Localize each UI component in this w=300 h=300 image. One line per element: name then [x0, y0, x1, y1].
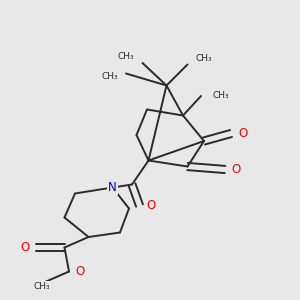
- Text: CH₃: CH₃: [118, 52, 134, 62]
- Text: CH₃: CH₃: [101, 72, 118, 81]
- Text: CH₃: CH₃: [34, 282, 50, 291]
- Text: O: O: [75, 265, 84, 278]
- Text: O: O: [20, 241, 29, 254]
- Text: N: N: [108, 181, 117, 194]
- Text: O: O: [238, 127, 247, 140]
- Text: O: O: [146, 199, 155, 212]
- Text: CH₃: CH₃: [212, 92, 229, 100]
- Text: O: O: [232, 163, 241, 176]
- Text: CH₃: CH₃: [196, 54, 212, 63]
